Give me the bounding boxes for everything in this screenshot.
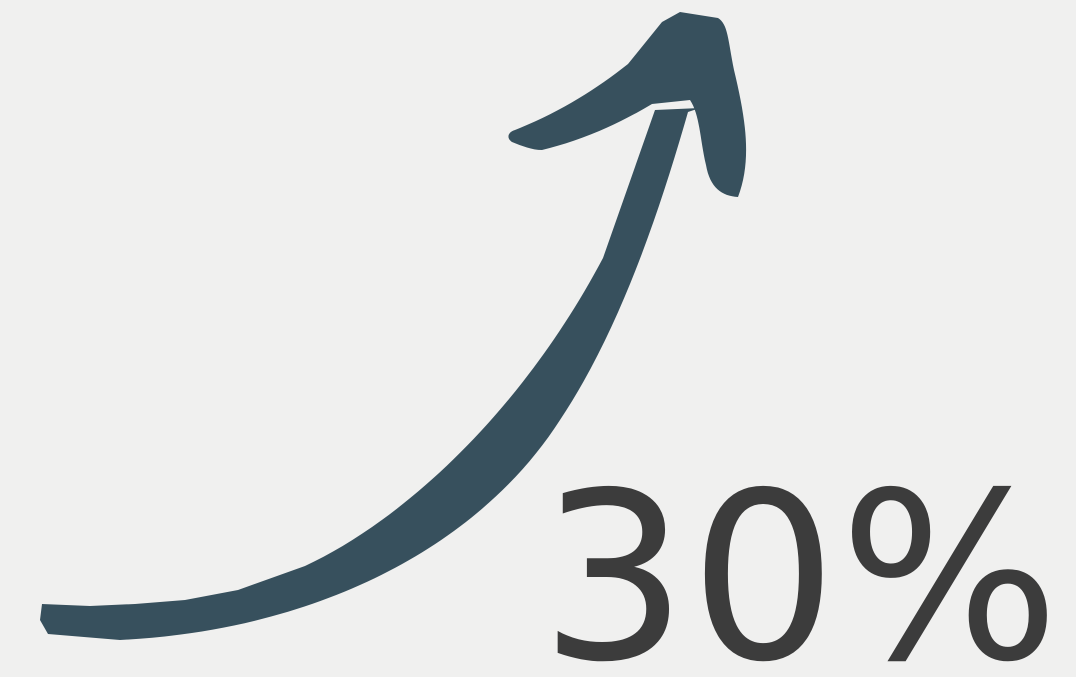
arrow-head — [508, 12, 747, 197]
arrow-shaft — [40, 108, 700, 640]
percentage-stat: 30% — [540, 443, 1062, 677]
